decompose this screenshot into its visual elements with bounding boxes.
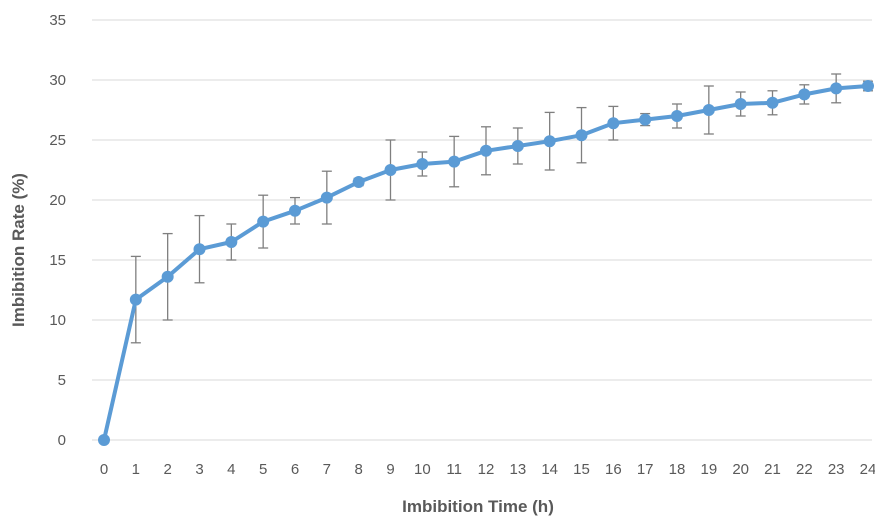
data-point: [98, 434, 110, 446]
data-point: [384, 164, 397, 176]
y-tick-label: 15: [49, 252, 66, 269]
data-point: [352, 176, 365, 188]
x-tick-label: 13: [509, 461, 526, 478]
x-axis-title: Imbibition Time (h): [402, 497, 554, 516]
data-point: [129, 293, 142, 306]
y-tick-labels: 0 5 10 15 20 25 30 35: [49, 12, 66, 449]
x-tick-label: 5: [259, 461, 267, 478]
y-axis-title: Imbibition Rate (%): [9, 173, 28, 327]
x-tick-label: 21: [764, 461, 781, 478]
gridlines: [92, 19, 872, 441]
y-tick-label: 5: [58, 372, 66, 389]
data-point: [480, 144, 492, 157]
data-point: [416, 158, 429, 170]
x-tick-labels: 0 1 2 3 4 5 6 7 8 9 10 11 12 13 14 15 16 17 18 19 20 21 22 23 24: [100, 461, 875, 478]
data-point: [225, 236, 238, 248]
data-point: [161, 270, 174, 283]
y-tick-label: 20: [49, 192, 66, 209]
x-tick-label: 1: [132, 461, 140, 478]
data-point: [607, 117, 620, 130]
x-tick-label: 3: [195, 461, 203, 478]
x-tick-label: 24: [860, 461, 875, 478]
x-tick-label: 2: [163, 461, 171, 478]
x-tick-label: 15: [573, 461, 590, 478]
x-tick-label: 11: [446, 461, 462, 478]
data-points: [98, 80, 874, 446]
data-point: [289, 204, 301, 217]
data-point: [766, 96, 779, 109]
x-tick-label: 14: [541, 461, 558, 478]
x-tick-label: 19: [700, 461, 717, 478]
x-tick-label: 7: [323, 461, 331, 478]
data-point: [798, 88, 811, 101]
y-tick-label: 0: [58, 432, 66, 449]
y-tick-label: 10: [49, 312, 66, 329]
data-point: [448, 155, 461, 168]
x-tick-label: 12: [478, 461, 495, 478]
data-point: [511, 140, 524, 152]
y-tick-label: 25: [49, 132, 66, 149]
data-point: [734, 98, 747, 110]
y-tick-label: 35: [49, 12, 66, 29]
data-point: [862, 80, 874, 92]
y-tick-label: 30: [49, 72, 66, 89]
data-point: [702, 104, 715, 116]
data-point: [257, 215, 270, 228]
x-tick-label: 23: [828, 461, 845, 478]
x-tick-label: 17: [637, 461, 654, 478]
x-tick-label: 4: [227, 461, 235, 478]
x-tick-label: 22: [796, 461, 813, 478]
data-point: [639, 113, 652, 126]
x-tick-label: 6: [291, 461, 299, 478]
x-tick-label: 8: [354, 461, 362, 478]
x-tick-label: 10: [414, 461, 431, 478]
data-point: [575, 129, 588, 142]
x-tick-label: 16: [605, 461, 622, 478]
data-point: [830, 82, 843, 95]
data-point: [320, 191, 333, 204]
x-tick-label: 0: [100, 461, 108, 478]
data-point: [671, 110, 683, 122]
x-tick-label: 20: [732, 461, 749, 478]
x-tick-label: 18: [669, 461, 686, 478]
data-point: [193, 243, 206, 256]
x-tick-label: 9: [386, 461, 394, 478]
error-bars: [130, 73, 873, 344]
data-point: [543, 135, 556, 148]
